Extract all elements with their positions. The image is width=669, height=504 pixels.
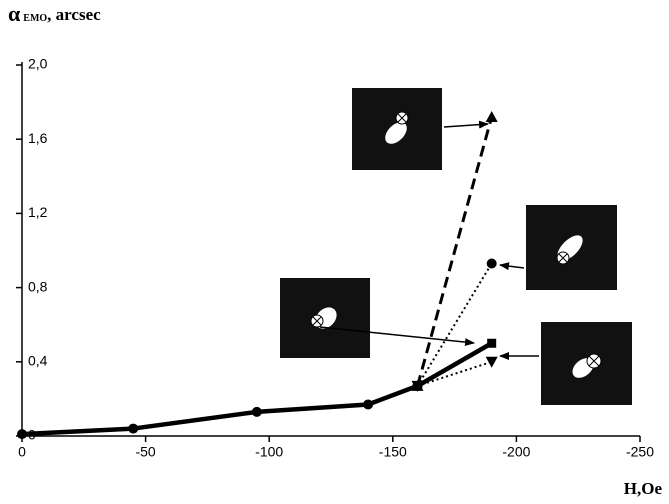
x-tick-label: 0 — [18, 444, 26, 460]
y-tick-label: 1,2 — [28, 204, 48, 220]
x-tick-label: -150 — [379, 444, 407, 460]
page: αEMO, arcsec H,Oe 00,40,81,21,62,00-50-1… — [0, 0, 669, 504]
y-tick-label: 1,6 — [28, 130, 48, 146]
series-line — [22, 386, 418, 434]
marker — [486, 357, 498, 368]
series-line — [418, 263, 492, 385]
x-tick-label: -50 — [135, 444, 155, 460]
marker — [363, 399, 373, 409]
marker — [128, 424, 138, 434]
x-tick-label: -100 — [255, 444, 283, 460]
marker — [17, 429, 27, 439]
marker — [252, 407, 262, 417]
inset-1 — [352, 88, 488, 170]
marker — [486, 111, 498, 122]
marker — [487, 258, 497, 268]
y-tick-label: 0,8 — [28, 278, 48, 294]
inset-3 — [280, 278, 474, 358]
y-tick-label: 2,0 — [28, 56, 48, 72]
inset-2 — [500, 205, 617, 290]
marker — [487, 339, 496, 348]
x-tick-label: -200 — [502, 444, 530, 460]
x-tick-label: -250 — [626, 444, 654, 460]
inset-4 — [500, 322, 632, 405]
y-tick-label: 0,4 — [28, 353, 48, 369]
x-axis-title: H,Oe — [624, 479, 663, 498]
chart: αEMO, arcsec H,Oe 00,40,81,21,62,00-50-1… — [0, 0, 669, 504]
